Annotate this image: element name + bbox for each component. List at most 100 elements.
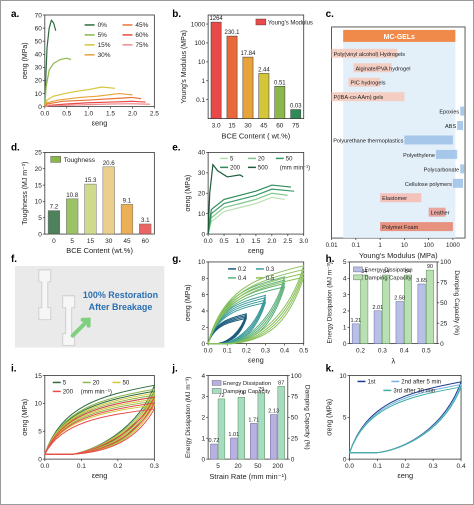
g-loop-line (207, 268, 305, 345)
g-legend-label: 0.5 (266, 276, 275, 282)
j-energy-label: 0.72 (208, 438, 219, 444)
d-xlabel: BCE Content (wt.%) (66, 246, 133, 255)
g-ytick-label: 6 (202, 292, 206, 299)
j-legend-swatch (211, 388, 222, 394)
d-bar (84, 183, 97, 235)
a-panel-letter: a. (11, 9, 20, 20)
i-legend-label: 20 (93, 379, 100, 386)
b-bar (210, 21, 222, 119)
h-damping-label: 84 (361, 269, 367, 275)
h-damping-bar (360, 274, 369, 344)
j-legend-label: Damping Capacity (223, 389, 270, 395)
h-ytick-label: 0 (343, 341, 347, 348)
i-loop-line (44, 402, 156, 455)
a-ytick-label: 70 (35, 12, 43, 19)
h-xtick-label: 0.2 (356, 348, 365, 355)
e-xtick-label: 1.0 (235, 238, 244, 245)
c-mcgel-header: MC-GELs (384, 34, 415, 41)
panel-g: 0.0 0.1 0.2 0.3 0.4 0.5 0 2 4 6 8 10 εeng σeng (MPa) 0… (185, 259, 308, 364)
b-legend-label: Young's Modulus (268, 20, 313, 26)
i-loop-line (44, 396, 156, 455)
b-bar-label: 0.51 (274, 80, 286, 86)
d-ytick-label: 15 (35, 182, 43, 189)
k-xtick-label: 0.4 (457, 463, 466, 470)
e-xtick-label: 0.5 (220, 238, 229, 245)
e-ytick-label: 30 (198, 170, 206, 177)
d-ytick-label: 25 (35, 150, 43, 157)
h-energy-label: 3.65 (416, 278, 427, 284)
h-ytick-label: 4 (343, 276, 347, 283)
a-legend-label: 60% (135, 32, 148, 39)
i-panel-letter: i. (11, 363, 17, 374)
a-ytick-label: 60 (35, 25, 43, 32)
b-plot-frame (207, 14, 305, 119)
c-range-label: Leather (431, 211, 450, 217)
i-legend-label: 50 (122, 379, 129, 386)
d-legend-label: Toughness (64, 157, 95, 164)
a-series-line (44, 19, 57, 107)
c-range-bar (353, 63, 392, 73)
h-damping-bar (425, 269, 434, 344)
e-ytick-label: 10 (198, 211, 206, 218)
a-legend-label: 5% (98, 32, 108, 39)
d-legend-swatch (50, 156, 61, 163)
j-y2label: Damping Capacity (%) (304, 385, 311, 450)
e-ytick-label: 0 (202, 231, 206, 238)
k-xtick-label: 0.1 (373, 463, 382, 470)
b-bar-label: 2.44 (258, 67, 270, 73)
c-xtick-label: 0.01 (326, 242, 339, 249)
b-ylabel: Young's Modulus (MPa) (181, 30, 188, 104)
e-series-line (207, 192, 288, 235)
k-xtick-label: 0.0 (345, 463, 354, 470)
i-legend-label: 200 (63, 388, 74, 395)
h-damping-bar (404, 274, 412, 344)
b-xtick-label: 15 (228, 123, 236, 130)
d-bar-label: 7.2 (50, 204, 59, 211)
arrow-icon (70, 317, 91, 338)
e-ytick-label: 20 (198, 191, 206, 198)
c-xtick-label: 10 (401, 242, 408, 249)
b-panel-letter: b. (172, 9, 181, 20)
d-bar-label: 15.3 (84, 177, 97, 184)
a-xtick-label: 0.0 (40, 111, 49, 118)
j-ytick-label: 0 (202, 456, 206, 463)
a-series-line (44, 96, 142, 108)
b-ytick-label: 1000 (191, 21, 206, 28)
k-ylabel: σeng (MPa) (327, 399, 334, 436)
c-range-label: P(IBA-co-AAm) gels (334, 95, 384, 101)
h-ylabel: Energy Dissipation (MJ m⁻³) (327, 262, 334, 343)
c-range-bar (380, 193, 422, 203)
g-xtick-label: 0.5 (299, 348, 308, 355)
h-legend-label: Damping Capacity (364, 276, 411, 282)
panel-d: 0 5 10 15 20 25 BCE Content (wt.%) Toughness (M… (22, 150, 155, 255)
c-range-bar (331, 92, 405, 102)
b-bar (290, 109, 302, 119)
j-y2tick-label: 0 (291, 456, 295, 463)
c-range-label: Alginate/PVA hydrogel (356, 66, 411, 72)
c-range-label: Cellulose polymers (405, 182, 452, 188)
i-loop-line (44, 384, 156, 455)
a-legend-label: 15% (98, 42, 111, 49)
c-range-label: ABS (445, 124, 456, 130)
h-damping-label: 84 (405, 269, 411, 275)
e-legend-label: 200 (230, 165, 241, 171)
h-damping-label: 84 (383, 269, 389, 275)
k-panel-letter: k. (326, 363, 335, 374)
j-energy-bar (250, 423, 258, 460)
j-y2tick-label: 100 (291, 373, 302, 380)
e-series-line (207, 196, 285, 235)
i-legend-unit: (mm min⁻¹) (81, 388, 112, 395)
b-ytick-label: 0.1 (196, 97, 205, 104)
h-damping-bar (382, 274, 391, 344)
g-loop-line (207, 317, 248, 345)
d-bar (139, 223, 152, 235)
panel-h: 01234502550751001.21840.22.01840.32.5884… (327, 259, 460, 365)
b-ytick-label: 1 (202, 78, 206, 85)
panel-k: 0.0 0.1 0.2 0.3 0.4 0 5 10 εeng σeng (MPa) 1st 2nd … (327, 373, 466, 480)
k-xlabel: εeng (397, 471, 413, 480)
j-damping-bar (257, 392, 265, 460)
g-xtick-label: 0.2 (242, 348, 251, 355)
d-xtick-label: 15 (87, 238, 95, 245)
c-range-label: PIC hydrogels (351, 81, 386, 87)
